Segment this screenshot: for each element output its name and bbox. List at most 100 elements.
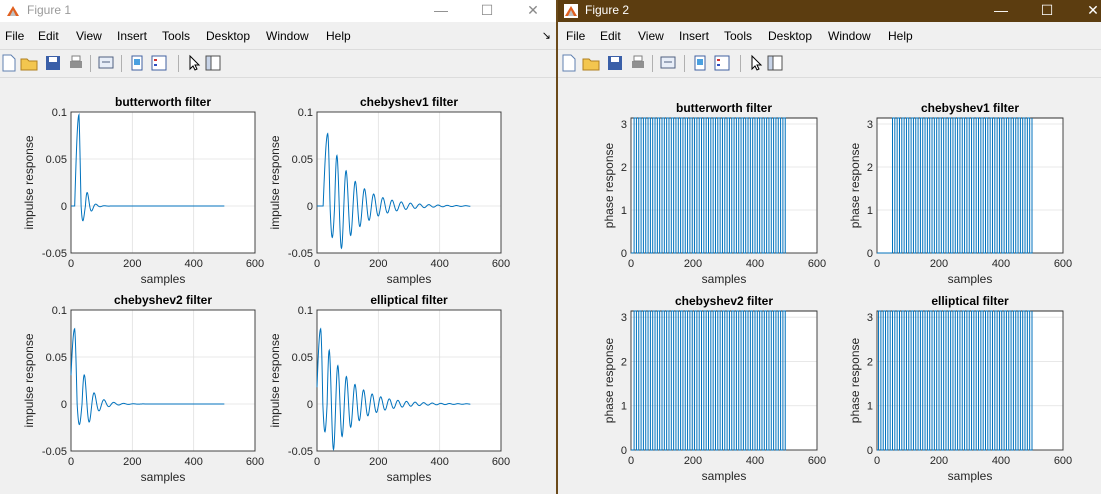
menu-view[interactable]: View bbox=[76, 29, 102, 43]
y-axis-label: impulse response bbox=[268, 135, 282, 229]
y-tick-label: -0.05 bbox=[288, 446, 313, 458]
y-tick-label: 0 bbox=[621, 248, 627, 260]
new-figure-icon[interactable] bbox=[0, 54, 18, 72]
y-tick-label: 3 bbox=[867, 312, 873, 324]
y-tick-label: -0.05 bbox=[42, 248, 67, 260]
x-tick-label: 400 bbox=[430, 456, 448, 468]
data-line bbox=[316, 327, 471, 451]
toolbar-separator bbox=[178, 55, 179, 72]
menu-help[interactable]: Help bbox=[888, 29, 913, 43]
y-tick-label: 0.05 bbox=[292, 352, 313, 364]
subplot-3[interactable]: 0 200 400 600 0 1 2 3 chebyshev2 filter samples ph… bbox=[602, 294, 826, 483]
x-tick-label: 0 bbox=[314, 258, 320, 270]
y-tick-label: 0 bbox=[307, 201, 313, 213]
plot-title: elliptical filter bbox=[931, 294, 1009, 308]
print-icon[interactable] bbox=[629, 54, 647, 72]
menu-window[interactable]: Window bbox=[266, 29, 309, 43]
maximize-button[interactable]: ☐ bbox=[480, 2, 494, 18]
print-icon[interactable] bbox=[67, 54, 85, 72]
x-tick-label: 600 bbox=[246, 258, 264, 270]
minimize-button[interactable]: — bbox=[434, 2, 448, 18]
menu-insert[interactable]: Insert bbox=[679, 29, 710, 43]
x-tick-label: 200 bbox=[930, 258, 948, 270]
pointer-icon[interactable] bbox=[748, 54, 766, 72]
x-tick-label: 0 bbox=[628, 455, 634, 467]
maximize-button[interactable]: ☐ bbox=[1040, 2, 1054, 18]
y-axis-label: phase response bbox=[848, 337, 862, 423]
toolbar-separator bbox=[90, 55, 91, 72]
figure-1-window[interactable]: Figure 1 — ☐ ✕ File Edit View Insert Too… bbox=[0, 0, 556, 494]
axes-box bbox=[630, 117, 818, 254]
dock-arrow-icon[interactable]: ↘ bbox=[541, 30, 551, 42]
x-tick-label: 200 bbox=[684, 455, 702, 467]
menu-tools[interactable]: Tools bbox=[162, 29, 191, 43]
y-tick-label: -0.05 bbox=[288, 248, 313, 260]
plot-title: elliptical filter bbox=[370, 293, 448, 307]
window-title: Figure 1 bbox=[27, 3, 72, 17]
x-axis-label: samples bbox=[141, 272, 186, 286]
new-figure-icon[interactable] bbox=[560, 54, 578, 72]
y-tick-label: 2 bbox=[867, 162, 873, 174]
toolbar-separator bbox=[652, 55, 653, 72]
open-file-icon[interactable] bbox=[582, 54, 600, 72]
open-file-icon[interactable] bbox=[20, 54, 38, 72]
insert-legend-icon[interactable] bbox=[150, 54, 168, 72]
x-tick-label: 600 bbox=[1054, 258, 1072, 270]
print-preview-icon[interactable] bbox=[97, 54, 115, 72]
y-tick-label: 0.1 bbox=[52, 107, 67, 119]
data-line bbox=[877, 117, 1033, 254]
menu-help[interactable]: Help bbox=[326, 29, 351, 43]
save-icon[interactable] bbox=[606, 54, 624, 72]
menu-view[interactable]: View bbox=[638, 29, 664, 43]
link-plot-icon[interactable] bbox=[691, 54, 709, 72]
y-tick-label: 0 bbox=[867, 445, 873, 457]
y-tick-label: 0 bbox=[61, 399, 67, 411]
window-divider bbox=[556, 0, 558, 494]
menu-edit[interactable]: Edit bbox=[38, 29, 59, 43]
y-axis-label: impulse response bbox=[22, 135, 36, 229]
property-editor-icon[interactable] bbox=[204, 54, 222, 72]
menu-desktop[interactable]: Desktop bbox=[206, 29, 251, 43]
x-tick-label: 600 bbox=[808, 455, 826, 467]
minimize-button[interactable]: — bbox=[994, 2, 1008, 18]
x-tick-label: 0 bbox=[628, 258, 634, 270]
axes-box bbox=[630, 310, 818, 451]
x-tick-label: 200 bbox=[123, 258, 141, 270]
toolbar bbox=[558, 49, 1101, 78]
close-button[interactable]: ✕ bbox=[1087, 2, 1099, 18]
menu-file[interactable]: File bbox=[566, 29, 586, 43]
menu-window[interactable]: Window bbox=[828, 29, 871, 43]
subplot-4[interactable]: 0 200 400 600 0 1 2 3 elliptical filter samples ph… bbox=[848, 294, 1072, 483]
property-editor-icon[interactable] bbox=[766, 54, 784, 72]
y-tick-label: 0 bbox=[307, 399, 313, 411]
subplot-2[interactable]: 0 200 400 600 0 1 2 3 chebyshev1 filter samples ph… bbox=[848, 101, 1072, 286]
menu-desktop[interactable]: Desktop bbox=[768, 29, 813, 43]
x-tick-label: 400 bbox=[184, 456, 202, 468]
title-bar[interactable]: Figure 1 — ☐ ✕ bbox=[0, 0, 556, 22]
insert-legend-icon[interactable] bbox=[713, 54, 731, 72]
axes-box bbox=[316, 309, 502, 452]
menu-tools[interactable]: Tools bbox=[724, 29, 753, 43]
save-icon[interactable] bbox=[44, 54, 62, 72]
print-preview-icon[interactable] bbox=[659, 54, 677, 72]
menu-file[interactable]: File bbox=[5, 29, 25, 43]
link-plot-icon[interactable] bbox=[128, 54, 146, 72]
subplot-1[interactable]: 0 200 400 600 0 1 2 3 butterworth filter samples p… bbox=[602, 101, 826, 286]
x-tick-label: 400 bbox=[430, 258, 448, 270]
menu-insert[interactable]: Insert bbox=[117, 29, 148, 43]
menu-edit[interactable]: Edit bbox=[600, 29, 621, 43]
plot-title: butterworth filter bbox=[676, 101, 772, 115]
x-tick-label: 0 bbox=[874, 258, 880, 270]
close-button[interactable]: ✕ bbox=[527, 2, 539, 18]
pointer-icon[interactable] bbox=[186, 54, 204, 72]
title-bar[interactable]: Figure 2 — ☐ ✕ bbox=[558, 0, 1101, 22]
y-tick-label: 0 bbox=[621, 445, 627, 457]
x-axis-label: samples bbox=[387, 272, 432, 286]
figure-2-window[interactable]: Figure 2 — ☐ ✕ File Edit View Insert Too… bbox=[558, 0, 1101, 494]
